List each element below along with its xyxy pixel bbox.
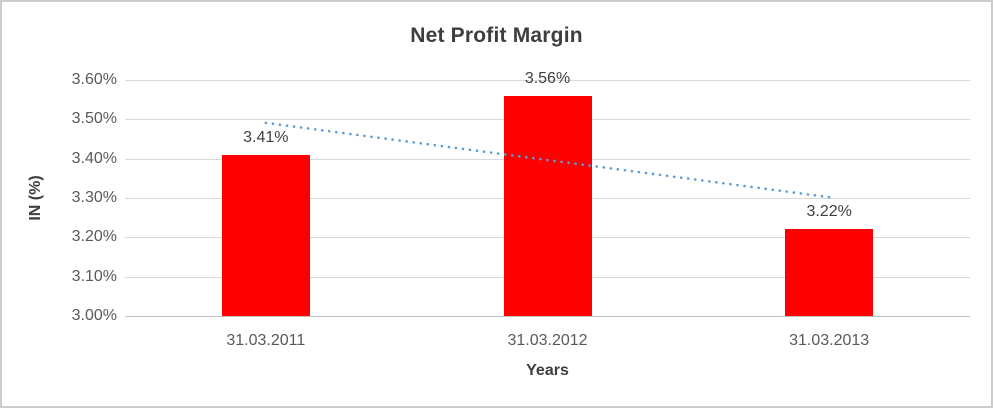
plot-area: 3.41% 3.56% 3.22% [125,70,970,317]
chart-title: Net Profit Margin [410,24,583,47]
y-tick-label: 3.00% [71,307,117,324]
y-tick-label: 3.50% [71,110,117,128]
trendline [264,121,831,199]
data-label: 3.22% [806,203,852,221]
y-tick-label: 3.40% [71,149,117,167]
bar [221,154,310,316]
x-axis-line [125,316,970,317]
x-tick-label: 31.03.2013 [789,332,870,349]
bar [503,95,592,316]
bar [785,229,874,316]
y-tick-label: 3.30% [71,189,117,206]
x-tick-label: 31.03.2011 [226,332,306,349]
y-tick-label: 3.10% [71,267,117,285]
x-tick-label: 31.03.2012 [507,332,588,349]
y-tick-label: 3.20% [71,228,117,246]
data-label: 3.41% [243,128,289,146]
x-axis-title: Years [526,362,569,379]
data-label: 3.56% [524,69,571,87]
gridline [125,80,970,81]
y-tick-label: 3.60% [71,71,117,88]
